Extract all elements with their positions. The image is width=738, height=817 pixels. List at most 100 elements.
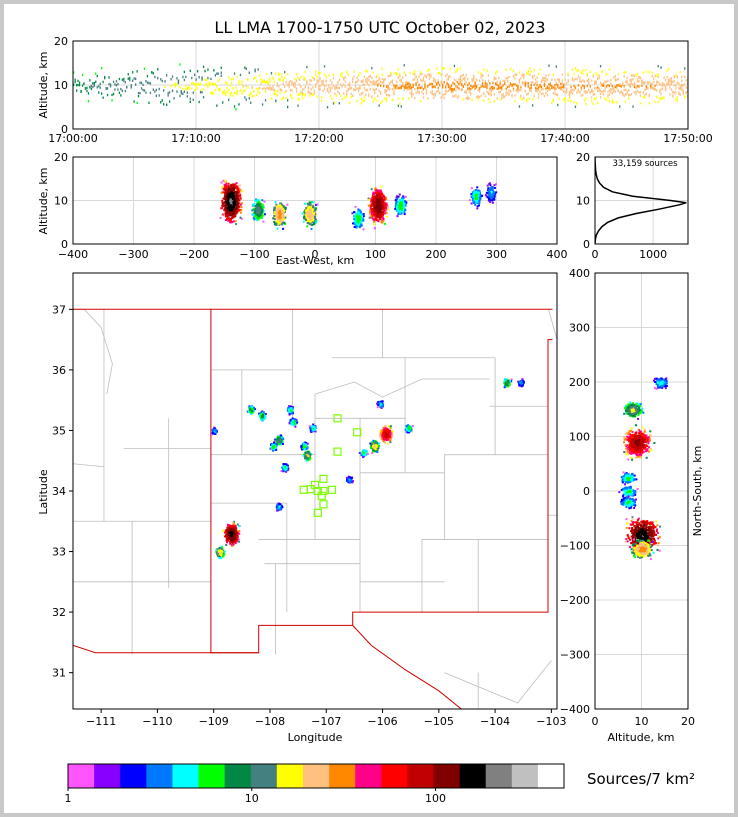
map-ytick: 37	[52, 303, 66, 316]
north-south-ytick: 300	[569, 322, 590, 335]
north-south-ytick: −200	[560, 594, 590, 607]
map-ytick: 34	[52, 485, 66, 498]
lma-station-marker	[306, 485, 315, 494]
map-content	[73, 308, 557, 709]
north-south-cluster	[620, 471, 638, 486]
lma-station-marker	[310, 480, 320, 490]
map-xtick: −103	[536, 715, 566, 728]
map-source-cluster	[358, 449, 369, 459]
east-west-ylabel: Altitude, km	[37, 167, 50, 234]
colorbar-tick: 100	[425, 792, 446, 805]
north-south-xtick: 0	[592, 715, 599, 728]
map-source-cluster	[274, 434, 285, 446]
east-west-ytick: 0	[61, 238, 68, 251]
north-south-ytick: −300	[560, 649, 590, 662]
east-west-cluster	[251, 198, 266, 223]
chart-title: LL LMA 1700-1750 UTC October 02, 2023	[214, 18, 545, 37]
lma-station-marker	[299, 485, 308, 494]
map-ytick: 32	[52, 606, 66, 619]
colorbar-swatch	[68, 764, 95, 788]
colorbar-swatch	[250, 764, 278, 788]
east-west-cluster	[272, 200, 289, 230]
colorbar-swatch	[302, 764, 330, 788]
colorbar-label: Sources/7 km²	[587, 770, 695, 788]
north-south-xtick: 20	[681, 715, 695, 728]
colorbar-swatch	[276, 764, 304, 788]
map-source-cluster	[302, 450, 313, 462]
map-source-cluster	[308, 423, 317, 433]
colorbar-swatch	[329, 764, 356, 788]
map-source-cluster	[280, 463, 290, 473]
time-altitude-xtick: 17:00:00	[48, 132, 97, 145]
figure-frame	[4, 4, 734, 813]
east-west-xtick: 100	[365, 248, 386, 261]
time-altitude-xtick: 17:10:00	[171, 132, 220, 145]
east-west-xtick: 400	[547, 248, 568, 261]
north-south-cluster	[618, 485, 639, 500]
map-source-cluster	[222, 520, 241, 547]
north-south-ytick: 200	[569, 376, 590, 389]
time-altitude-xtick: 17:30:00	[417, 132, 466, 145]
map-ytick: 31	[52, 667, 66, 680]
map-xtick: −105	[424, 715, 454, 728]
east-west-cluster	[367, 185, 390, 230]
lma-station-marker	[353, 428, 362, 437]
time-altitude-ylabel: Altitude, km	[37, 51, 50, 118]
colorbar-swatch	[355, 764, 382, 788]
east-west-xtick: 200	[426, 248, 447, 261]
east-west-cluster	[219, 179, 244, 226]
lma-station-marker	[327, 485, 336, 494]
east-west-cluster	[484, 182, 498, 204]
east-west-cluster	[468, 186, 484, 210]
map-xtick: −109	[199, 715, 229, 728]
colorbar-swatch	[381, 764, 408, 788]
north-south-cluster	[653, 377, 668, 390]
east-west-sources	[219, 179, 498, 231]
map-xlabel: Longitude	[288, 731, 343, 744]
map-source-cluster	[258, 410, 267, 422]
north-south-xtick: 10	[635, 715, 649, 728]
map-ytick: 36	[52, 364, 66, 377]
time-altitude-ytick: 10	[54, 79, 68, 92]
north-south-cluster	[623, 424, 656, 461]
north-south-cluster	[630, 538, 655, 561]
east-west-xtick: −100	[239, 248, 269, 261]
lma-station-marker	[317, 491, 326, 500]
east-west-frame	[72, 156, 558, 245]
source-count-annotation: 33,159 sources	[612, 159, 678, 169]
east-west-xtick: −400	[58, 248, 88, 261]
map-ylabel: Latitude	[37, 469, 50, 515]
east-west-xtick: −200	[179, 248, 209, 261]
map-xtick: −104	[480, 715, 510, 728]
east-west-xtick: 300	[486, 248, 507, 261]
altitude-histogram-panel: 0 10 20 0 1000	[576, 151, 689, 261]
histogram-frame	[594, 156, 689, 245]
colorbar-swatch	[511, 764, 539, 788]
colorbar-swatch	[407, 764, 434, 788]
colorbar-tick: 10	[245, 792, 259, 805]
colorbar-swatch	[146, 764, 173, 788]
colorbar-swatch	[433, 764, 460, 788]
lma-station-marker	[333, 414, 342, 423]
map-source-cluster	[503, 378, 513, 389]
county-boundaries	[73, 308, 557, 709]
map-ytick: 33	[52, 546, 66, 559]
map-source-cluster	[215, 545, 226, 560]
histogram-xtick: 0	[592, 248, 599, 261]
map-source-cluster	[517, 378, 525, 388]
map-xtick: −111	[86, 715, 116, 728]
north-south-cluster	[623, 401, 645, 420]
time-altitude-sources	[73, 63, 688, 111]
north-south-ylabel: North-South, km	[691, 446, 704, 537]
histogram-ytick: 10	[576, 195, 590, 208]
time-altitude-xtick: 17:50:00	[663, 132, 712, 145]
colorbar-swatch	[224, 764, 251, 788]
north-south-panel: −400 −300 −200 −100 0 100 200 300 400 0 10 20	[560, 267, 695, 728]
lma-stations	[299, 414, 362, 517]
lma-station-marker	[319, 486, 328, 496]
map-source-cluster	[369, 439, 381, 454]
colorbar-swatch	[94, 764, 121, 788]
map-ytick: 35	[52, 424, 66, 437]
